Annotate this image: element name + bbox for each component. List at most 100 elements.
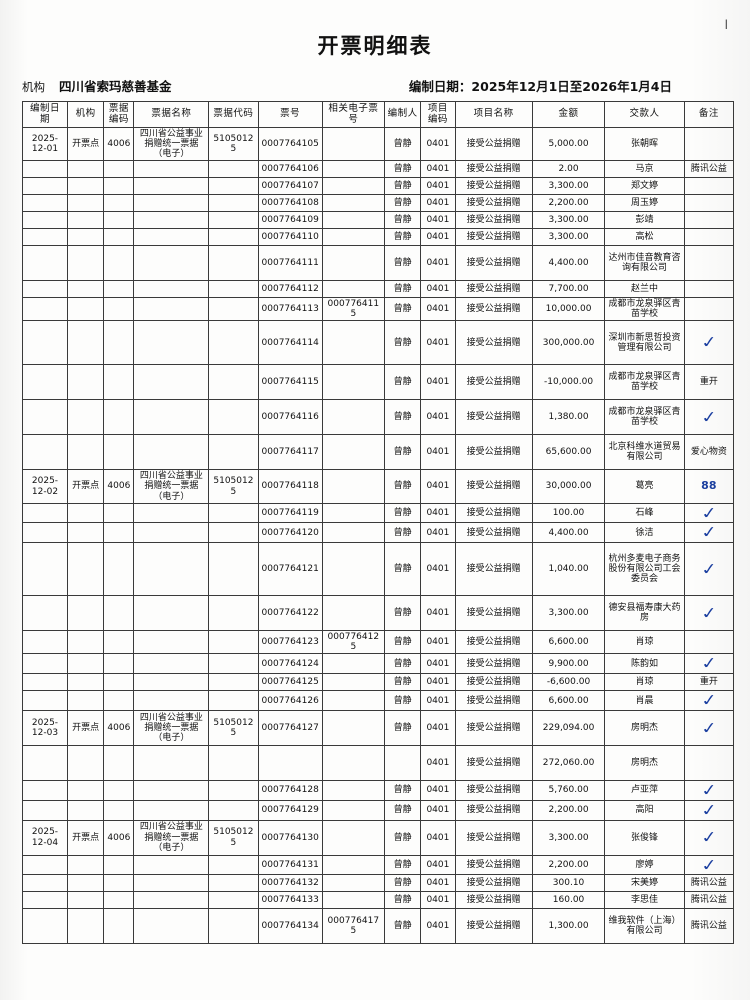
cell-payer: 房明杰 bbox=[604, 709, 685, 746]
table-row: 0007764121 曾静 0401 接受公益捐赠 1,040.00 杭州多麦电子商务股份… bbox=[22, 542, 735, 597]
cell-project-code: 0401 bbox=[420, 522, 456, 544]
handwritten-mark: 88 bbox=[701, 479, 717, 493]
cell-project-code: 0401 bbox=[420, 245, 456, 282]
cell-bill-name bbox=[133, 744, 210, 781]
cell-e-no bbox=[321, 854, 385, 876]
cell-bill-code bbox=[103, 673, 135, 692]
cell-project-name: 接受公益捐赠 bbox=[454, 874, 533, 893]
cell-bill-no: 0007764120 bbox=[257, 522, 323, 544]
cell-org bbox=[66, 434, 105, 471]
th-bill-name: 票据名称 bbox=[133, 101, 210, 128]
cell-bill-no: 0007764105 bbox=[257, 126, 323, 162]
cell-bill-no: 0007764119 bbox=[257, 502, 323, 524]
cell-bill-name bbox=[133, 434, 210, 471]
cell-project-name: 接受公益捐赠 bbox=[454, 630, 533, 655]
cell-bill-dm bbox=[208, 779, 259, 801]
table-row: 2025- 12-02 开票点 4006 四川省公益事业捐赠统一票据（电子） 510501… bbox=[22, 469, 735, 504]
cell-org bbox=[66, 854, 105, 876]
cell-bill-no: 0007764127 bbox=[257, 709, 323, 746]
th-remark: 备注 bbox=[683, 101, 735, 128]
cell-maker: 曾静 bbox=[383, 779, 422, 801]
cell-bill-code: 4006 bbox=[103, 709, 135, 746]
cell-bill-code bbox=[103, 502, 135, 524]
cell-maker: 曾静 bbox=[383, 542, 422, 597]
cell-bill-dm bbox=[208, 245, 259, 282]
cell-amount: -6,600.00 bbox=[531, 673, 606, 692]
cell-remark bbox=[683, 126, 735, 162]
cell-bill-dm bbox=[208, 399, 259, 436]
cell-bill-code bbox=[103, 280, 135, 299]
cell-payer: 葛亮 bbox=[604, 469, 685, 504]
cell-remark: ✓ bbox=[683, 780, 735, 801]
cell-bill-no: 0007764130 bbox=[257, 819, 323, 856]
cell-project-name: 接受公益捐赠 bbox=[454, 502, 533, 524]
cell-payer: 达州市佳音教育咨询有限公司 bbox=[604, 245, 685, 282]
cell-org: 开票点 bbox=[66, 709, 105, 746]
th-org: 机构 bbox=[66, 101, 105, 128]
cell-bill-dm bbox=[208, 320, 259, 366]
table-row: 0007764114 曾静 0401 接受公益捐赠 300,000.00 深圳市新思哲投资… bbox=[22, 320, 735, 366]
table-row: 0007764106 曾静 0401 接受公益捐赠 2.00 马京 腾讯公益 bbox=[22, 160, 735, 179]
table-row: 0007764129 曾静 0401 接受公益捐赠 2,200.00 高阳 ✓ bbox=[22, 799, 735, 821]
cell-org bbox=[66, 799, 105, 821]
handwritten-check-icon: ✓ bbox=[699, 854, 719, 875]
invoice-detail-table: 编制日期 机构 票据编码 票据名称 票据代码 票号 相关电子票号 编制人 项目编… bbox=[22, 101, 735, 945]
handwritten-check-icon: ✓ bbox=[699, 653, 719, 674]
table-row: 0007764111 曾静 0401 接受公益捐赠 4,400.00 达州市佳音教育咨询有… bbox=[22, 245, 735, 282]
cell-e-no bbox=[321, 245, 385, 282]
cell-amount: 5,760.00 bbox=[531, 779, 606, 801]
cell-amount: 6,600.00 bbox=[531, 630, 606, 655]
cell-remark: ✓ bbox=[683, 502, 735, 524]
cell-remark: ✓ bbox=[683, 819, 735, 856]
cell-bill-name: 四川省公益事业捐赠统一票据（电子） bbox=[133, 709, 210, 746]
cell-date bbox=[22, 891, 68, 910]
cell-bill-dm bbox=[208, 854, 259, 876]
cell-date bbox=[22, 779, 68, 801]
cell-date bbox=[22, 364, 68, 401]
cell-project-code: 0401 bbox=[420, 874, 456, 893]
th-bill-code: 票据编码 bbox=[103, 101, 135, 128]
cell-bill-no: 0007764121 bbox=[257, 542, 323, 597]
cell-bill-code bbox=[103, 245, 135, 282]
cell-bill-name: 四川省公益事业捐赠统一票据（电子） bbox=[133, 469, 210, 504]
cell-bill-dm: 51050125 bbox=[208, 709, 259, 746]
cell-bill-name bbox=[133, 177, 210, 196]
cell-date: 2025- 12-03 bbox=[22, 709, 68, 746]
cell-bill-name bbox=[133, 854, 210, 876]
cell-org bbox=[66, 194, 105, 213]
table-row: 2025- 12-01 开票点 4006 四川省公益事业捐赠统一票据（电子） 510501… bbox=[22, 126, 735, 162]
cell-date bbox=[22, 854, 68, 876]
cell-bill-code bbox=[103, 595, 135, 632]
cell-project-code: 0401 bbox=[420, 799, 456, 821]
cell-e-no bbox=[321, 280, 385, 299]
cell-bill-code: 4006 bbox=[103, 819, 135, 856]
cell-bill-code bbox=[103, 228, 135, 247]
cell-amount: 3,300.00 bbox=[531, 228, 606, 247]
cell-project-name: 接受公益捐赠 bbox=[454, 320, 533, 366]
cell-payer: 廖婷 bbox=[604, 854, 685, 876]
cell-e-no bbox=[321, 653, 385, 675]
cell-bill-name bbox=[133, 194, 210, 213]
cell-bill-no: 0007764117 bbox=[257, 434, 323, 471]
cell-remark bbox=[683, 211, 735, 230]
cell-payer: 深圳市新思哲投资管理有限公司 bbox=[604, 320, 685, 366]
cell-amount: 160.00 bbox=[531, 891, 606, 910]
cell-org bbox=[66, 280, 105, 299]
cell-project-code: 0401 bbox=[420, 891, 456, 910]
cell-bill-no: 0007764113 bbox=[257, 297, 323, 322]
meta-org: 机构 四川省索玛慈善基金 bbox=[22, 76, 172, 95]
cell-org bbox=[66, 653, 105, 675]
cell-e-no: 0007764175 bbox=[321, 908, 385, 945]
cell-bill-code bbox=[103, 874, 135, 893]
cell-e-no bbox=[321, 874, 385, 893]
th-date: 编制日期 bbox=[22, 101, 68, 128]
cell-org bbox=[66, 364, 105, 401]
cell-bill-no: 0007764110 bbox=[257, 228, 323, 247]
table-row: 0007764120 曾静 0401 接受公益捐赠 4,400.00 徐洁 ✓ bbox=[22, 522, 735, 544]
cell-amount: 100.00 bbox=[531, 502, 606, 524]
meta-org-value: 四川省索玛慈善基金 bbox=[59, 79, 172, 94]
cell-amount: 229,094.00 bbox=[531, 709, 606, 746]
table-row: 0007764116 曾静 0401 接受公益捐赠 1,380.00 成都市龙泉驿区青苗学… bbox=[22, 399, 735, 436]
cell-amount: 3,300.00 bbox=[531, 819, 606, 856]
